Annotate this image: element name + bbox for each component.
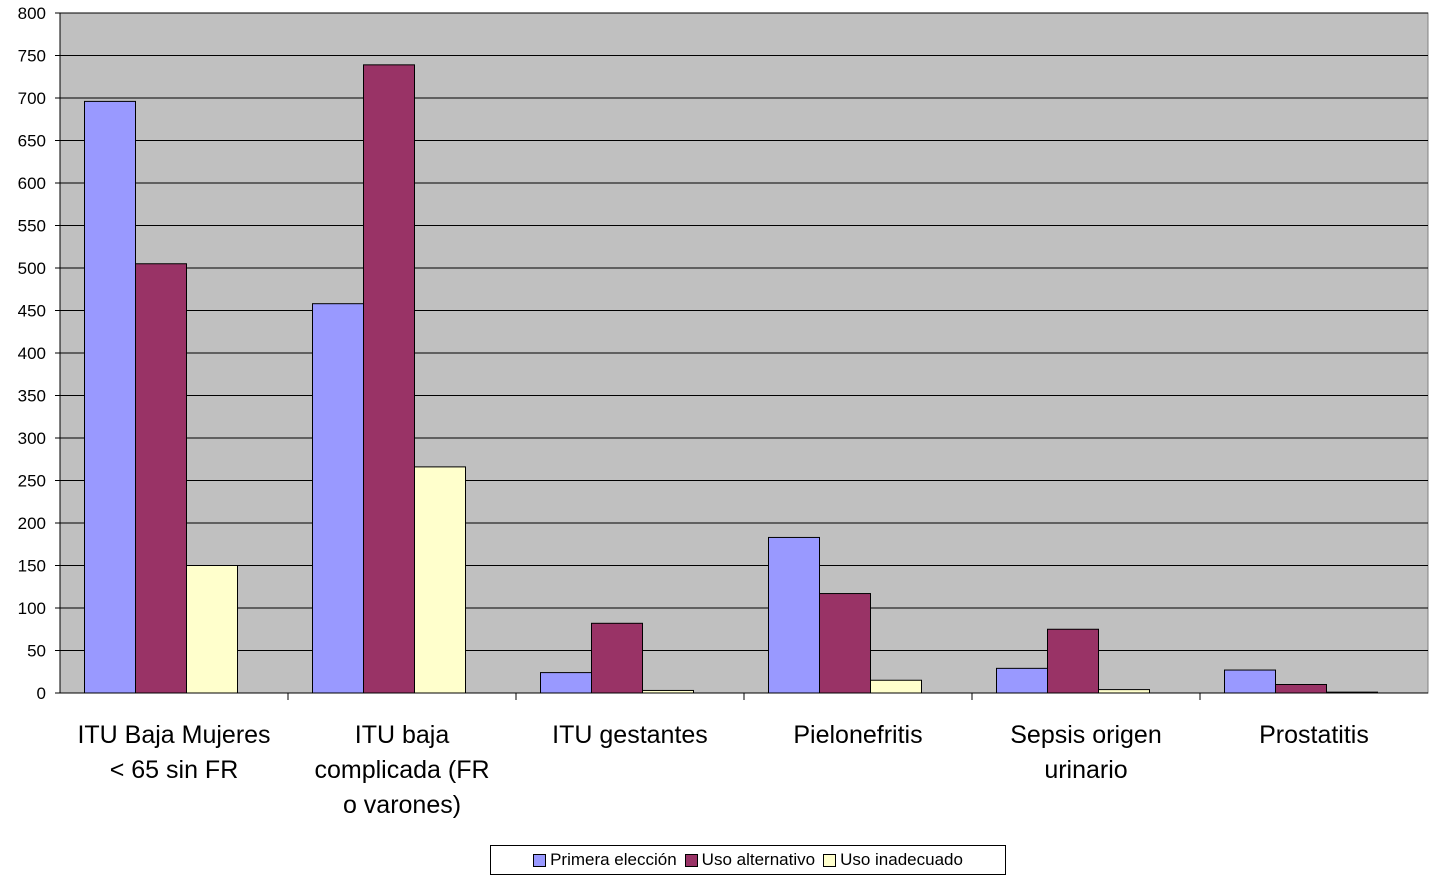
bar xyxy=(1275,684,1327,694)
y-tick-label: 150 xyxy=(18,557,46,576)
x-tick-label: Prostatitis xyxy=(1259,721,1369,749)
bars xyxy=(84,64,1378,694)
y-tick-label: 400 xyxy=(18,344,46,363)
y-tick-label: 100 xyxy=(18,599,46,618)
legend-swatch-primera xyxy=(533,853,547,867)
y-tick-label: 300 xyxy=(18,429,46,448)
bar xyxy=(135,263,187,694)
x-tick-label: ITU Baja Mujeres < 65 sin FR xyxy=(77,721,270,784)
legend-label-inadecuado: Uso inadecuado xyxy=(840,850,963,869)
legend-swatch-alternativo xyxy=(684,853,698,867)
y-tick-label: 800 xyxy=(18,4,46,23)
y-tick-label: 550 xyxy=(18,217,46,236)
y-tick-label: 350 xyxy=(18,387,46,406)
y-tick-label: 50 xyxy=(27,642,46,661)
legend: Primera elección Uso alternativo Uso ina… xyxy=(490,845,1006,875)
y-tick-label: 600 xyxy=(18,174,46,193)
bar xyxy=(414,466,466,694)
y-tick-label: 700 xyxy=(18,89,46,108)
bar xyxy=(996,667,1048,694)
gridlines xyxy=(60,12,1428,651)
bar xyxy=(768,536,820,694)
y-tick-label: 450 xyxy=(18,302,46,321)
bar xyxy=(1047,628,1099,694)
bar xyxy=(1098,689,1150,694)
y-axis: 0 50 100 150 200 250 300 350 400 450 500 550 600 650 7… xyxy=(18,4,61,703)
y-tick-label: 500 xyxy=(18,259,46,278)
legend-label-primera: Primera elección xyxy=(550,850,677,869)
bar xyxy=(591,622,643,694)
x-axis: ITU Baja Mujeres < 65 sin FR ITU baja compl… xyxy=(60,692,1428,819)
y-tick-label: 650 xyxy=(18,132,46,151)
y-tick-label: 750 xyxy=(18,47,46,66)
bar-chart: 0 50 100 150 200 250 300 350 400 450 500 550 600 650 7… xyxy=(18,4,1429,819)
y-tick-label: 250 xyxy=(18,472,46,491)
bar xyxy=(870,679,922,694)
x-tick-label: Pielonefritis xyxy=(793,721,922,749)
bar xyxy=(363,64,415,694)
bar xyxy=(1224,669,1276,694)
bar xyxy=(540,672,592,694)
legend-item-inadecuado: Uso inadecuado xyxy=(823,850,963,870)
y-tick-label: 0 xyxy=(37,684,46,703)
bar xyxy=(312,303,364,694)
bar xyxy=(186,565,238,694)
legend-label-alternativo: Uso alternativo xyxy=(701,850,816,869)
legend-swatch-inadecuado xyxy=(823,853,837,867)
x-tick-label: Sepsis origen urinario xyxy=(1010,721,1161,784)
x-tick-label: ITU gestantes xyxy=(552,721,708,749)
y-tick-label: 200 xyxy=(18,514,46,533)
legend-item-primera: Primera elección xyxy=(533,850,677,870)
bar xyxy=(819,593,871,694)
bar xyxy=(84,100,136,694)
x-tick-label: ITU baja complicada (FR o varones) xyxy=(314,721,489,819)
legend-item-alternativo: Uso alternativo xyxy=(684,850,816,870)
